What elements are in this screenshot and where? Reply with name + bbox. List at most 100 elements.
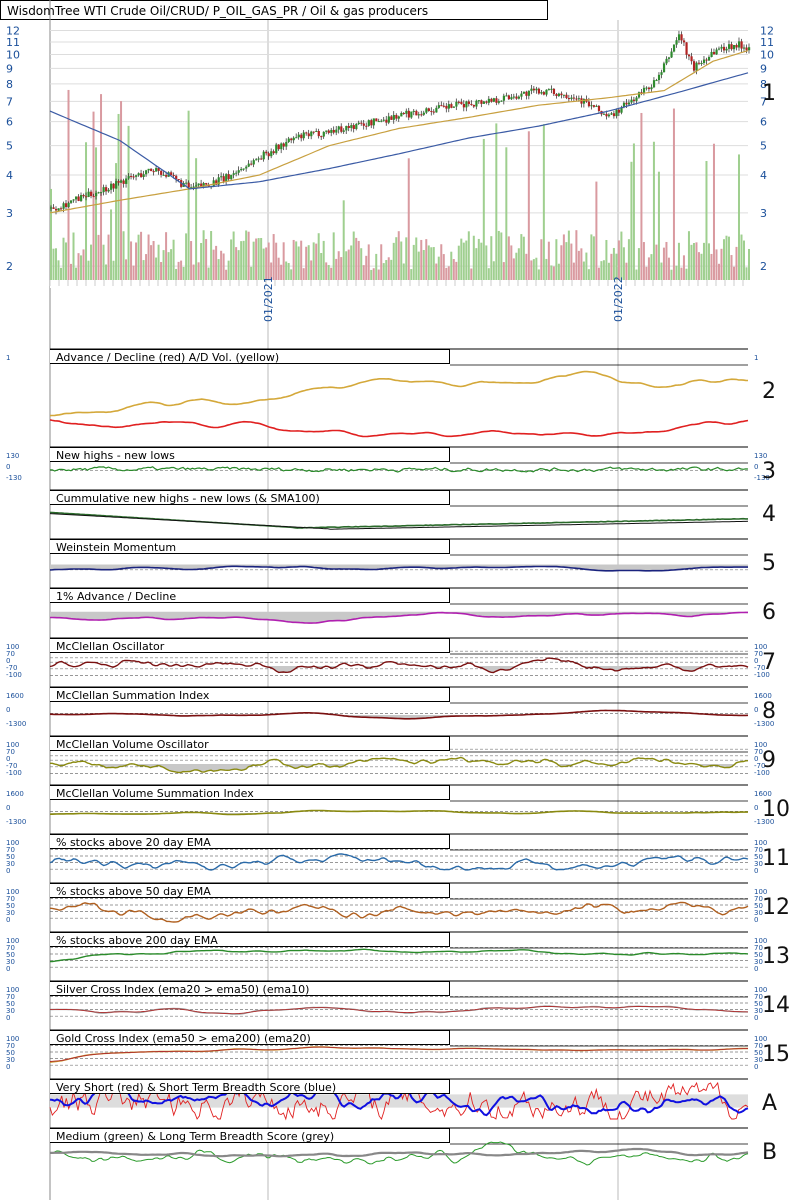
candle-body xyxy=(65,203,68,207)
panel-axis-label-left: 50 xyxy=(6,853,15,861)
volume-bar xyxy=(50,188,52,280)
volume-bar xyxy=(670,269,673,280)
candle-body xyxy=(400,112,403,117)
candle-body xyxy=(522,91,526,94)
volume-bar xyxy=(612,247,615,280)
volume-bar xyxy=(200,243,203,280)
volume-bar xyxy=(170,249,173,280)
panel-axis-label-left: 0 xyxy=(6,755,10,763)
volume-bar xyxy=(302,268,305,280)
candle-body xyxy=(175,175,178,180)
candle-body xyxy=(260,158,263,160)
volume-bar xyxy=(557,263,560,280)
volume-bar xyxy=(495,123,498,280)
panel-axis-label-right: -100 xyxy=(754,769,770,777)
volume-bar xyxy=(130,241,133,280)
panel-axis-label-left: -1300 xyxy=(6,720,26,728)
volume-bar xyxy=(442,254,445,280)
candle-body xyxy=(80,194,83,201)
candle-body xyxy=(50,207,53,209)
panel-number: 10 xyxy=(762,797,790,822)
volume-bar xyxy=(572,262,575,280)
candle-body xyxy=(627,102,631,105)
y-tick-label-left: 11 xyxy=(6,36,20,49)
candle-body xyxy=(145,170,148,175)
volume-bar xyxy=(150,245,153,280)
y-tick-label-right: 10 xyxy=(760,49,774,62)
volume-bar xyxy=(575,230,578,280)
candle-body xyxy=(255,159,258,161)
candle-body xyxy=(227,174,230,180)
candle-body xyxy=(300,134,303,139)
volume-bar xyxy=(187,110,190,280)
candle-body xyxy=(637,92,641,98)
volume-bar xyxy=(532,259,535,280)
volume-bar xyxy=(492,261,495,280)
volume-bar xyxy=(565,242,568,280)
panel-axis-label-left: 0 xyxy=(6,463,10,471)
volume-bar xyxy=(600,261,603,280)
volume-bar xyxy=(682,255,685,280)
candle-body xyxy=(137,173,140,176)
panel-number: 1 xyxy=(762,81,776,106)
volume-bar xyxy=(542,124,545,280)
volume-bar xyxy=(392,242,395,280)
volume-bar xyxy=(255,238,258,280)
volume-bar xyxy=(85,142,88,280)
volume-bar xyxy=(517,248,520,280)
volume-bar xyxy=(387,257,390,280)
volume-bar xyxy=(320,253,323,280)
y-tick-label-left: 10 xyxy=(6,49,20,62)
volume-bar xyxy=(407,158,410,280)
x-tick-strip xyxy=(50,280,748,288)
candle-body xyxy=(417,114,420,116)
volume-bar xyxy=(272,234,275,280)
volume-bar xyxy=(65,242,68,280)
candle-body xyxy=(530,88,533,91)
volume-bar xyxy=(450,251,453,280)
candle-body xyxy=(237,170,240,173)
volume-bar xyxy=(360,248,363,280)
candle-body xyxy=(475,100,478,107)
panel-axis-label-right: 30 xyxy=(754,860,763,868)
volume-bar xyxy=(275,242,278,280)
volume-bar xyxy=(112,260,115,280)
panel-axis-label-right: -1300 xyxy=(754,818,774,826)
candle-body xyxy=(375,118,378,122)
candle-body xyxy=(107,189,110,192)
volume-bar xyxy=(680,267,683,280)
candle-body xyxy=(730,44,733,50)
candle-body xyxy=(692,61,696,71)
volume-bar xyxy=(710,253,713,280)
candle-body xyxy=(242,168,245,170)
panel-axis-label-right: 0 xyxy=(754,657,758,665)
volume-bar xyxy=(527,131,530,280)
candle-body xyxy=(85,196,88,198)
summation-fill xyxy=(50,715,748,719)
volume-bar xyxy=(77,253,80,280)
volume-bar xyxy=(582,261,585,280)
panel-title: McClellan Volume Summation Index xyxy=(50,785,450,800)
volume-bar xyxy=(647,257,650,280)
volume-bar xyxy=(735,246,738,280)
candle-body xyxy=(110,183,113,190)
volume-bar xyxy=(715,249,718,280)
candle-body xyxy=(737,41,741,48)
panel-axis-label-left: 30 xyxy=(6,958,15,966)
volume-bar xyxy=(585,252,588,280)
candle-body xyxy=(365,125,368,127)
candle-body xyxy=(467,101,470,104)
panel-axis-label-right: 0 xyxy=(754,867,758,875)
candle-body xyxy=(197,183,200,186)
volume-bar xyxy=(662,247,665,280)
x-date-label: 01/2021 xyxy=(262,276,275,322)
volume-bar xyxy=(595,181,598,280)
candle-body xyxy=(667,57,671,59)
volume-bar xyxy=(687,231,690,280)
candle-body xyxy=(280,143,283,150)
candle-body xyxy=(320,136,323,138)
candle-body xyxy=(297,134,300,138)
volume-bar xyxy=(267,242,270,280)
candle-body xyxy=(390,116,393,120)
candle-body xyxy=(187,182,190,188)
